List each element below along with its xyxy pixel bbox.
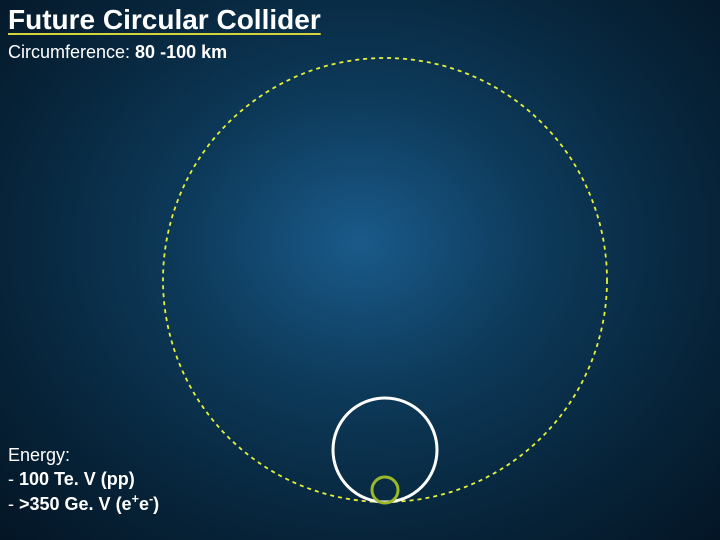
circumference-line: Circumference: 80 -100 km	[8, 42, 227, 63]
circumference-value: 80 -100 km	[135, 42, 227, 62]
bullet: -	[8, 469, 19, 489]
energy-label: Energy:	[8, 443, 159, 467]
injector-ring	[372, 477, 398, 503]
energy-line-pp: - 100 Te. V (pp)	[8, 467, 159, 491]
fcc-ring	[163, 58, 607, 502]
bullet: -	[8, 494, 19, 514]
energy-block: Energy: - 100 Te. V (pp) - >350 Ge. V (e…	[8, 443, 159, 516]
energy-pp-value: 100 Te. V (pp)	[19, 469, 135, 489]
energy-ee-value: >350 Ge. V (e+e-)	[19, 494, 159, 514]
circumference-prefix: Circumference:	[8, 42, 135, 62]
energy-line-ee: - >350 Ge. V (e+e-)	[8, 492, 159, 516]
slide-title: Future Circular Collider	[8, 4, 321, 38]
lhc-ring	[333, 398, 437, 502]
